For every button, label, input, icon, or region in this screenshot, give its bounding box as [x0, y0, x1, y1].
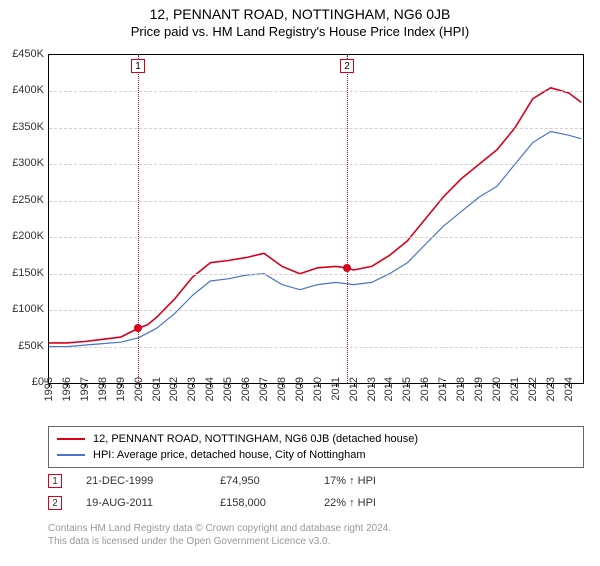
ytick-label: £400K — [0, 84, 44, 96]
ytick-label: £50K — [0, 340, 44, 352]
sale-point-2 — [343, 264, 351, 272]
event-price: £158,000 — [220, 497, 300, 509]
xtick-label: 2020 — [491, 377, 503, 401]
ytick-label: £150K — [0, 267, 44, 279]
xtick-label: 2005 — [222, 377, 234, 401]
ytick-label: £450K — [0, 48, 44, 60]
xtick-label: 2004 — [204, 377, 216, 401]
event-date: 21-DEC-1999 — [86, 475, 196, 487]
xtick-label: 2022 — [527, 377, 539, 401]
gridline — [49, 347, 583, 348]
xtick-label: 1995 — [43, 377, 55, 401]
xtick-label: 2014 — [383, 377, 395, 401]
chart-area: 1995199619971998199920002001200220032004… — [48, 54, 584, 384]
event-line-2 — [347, 55, 348, 383]
chart-subtitle: Price paid vs. HM Land Registry's House … — [0, 24, 600, 39]
footer-line1: Contains HM Land Registry data © Crown c… — [48, 522, 584, 535]
xtick-label: 1999 — [115, 377, 127, 401]
ytick-label: £350K — [0, 121, 44, 133]
xtick-label: 2006 — [240, 377, 252, 401]
footer-attribution: Contains HM Land Registry data © Crown c… — [48, 522, 584, 548]
xtick-label: 2011 — [330, 377, 342, 401]
gridline — [49, 164, 583, 165]
xtick-label: 2002 — [168, 377, 180, 401]
footer-line2: This data is licensed under the Open Gov… — [48, 535, 584, 548]
xtick-label: 2010 — [312, 377, 324, 401]
gridline — [49, 310, 583, 311]
xtick-label: 2009 — [294, 377, 306, 401]
event-row-2: 2 19-AUG-2011 £158,000 22% ↑ HPI — [48, 492, 584, 514]
xtick-label: 1998 — [97, 377, 109, 401]
gridline — [49, 91, 583, 92]
xtick-label: 2003 — [186, 377, 198, 401]
chart-title: 12, PENNANT ROAD, NOTTINGHAM, NG6 0JB — [0, 6, 600, 22]
event-marker-2: 2 — [340, 59, 354, 73]
legend-label: HPI: Average price, detached house, City… — [93, 449, 366, 461]
xtick-label: 2024 — [563, 377, 575, 401]
xtick-label: 2008 — [276, 377, 288, 401]
event-change: 22% ↑ HPI — [324, 497, 414, 509]
event-row-marker: 1 — [48, 474, 62, 488]
event-row-1: 1 21-DEC-1999 £74,950 17% ↑ HPI — [48, 470, 584, 492]
ytick-label: £200K — [0, 230, 44, 242]
legend-swatch — [57, 438, 85, 440]
xtick-label: 1996 — [61, 377, 73, 401]
xtick-label: 2017 — [437, 377, 449, 401]
xtick-label: 2001 — [151, 377, 163, 401]
gridline — [49, 237, 583, 238]
xtick-label: 2016 — [419, 377, 431, 401]
xtick-label: 2018 — [455, 377, 467, 401]
sale-point-1 — [134, 324, 142, 332]
ytick-label: £100K — [0, 303, 44, 315]
legend-box: 12, PENNANT ROAD, NOTTINGHAM, NG6 0JB (d… — [48, 426, 584, 468]
legend-row-1: HPI: Average price, detached house, City… — [57, 447, 575, 463]
legend-swatch — [57, 454, 85, 456]
event-marker-1: 1 — [131, 59, 145, 73]
xtick-label: 1997 — [79, 377, 91, 401]
gridline — [49, 274, 583, 275]
gridline — [49, 201, 583, 202]
legend-row-0: 12, PENNANT ROAD, NOTTINGHAM, NG6 0JB (d… — [57, 431, 575, 447]
ytick-label: £250K — [0, 194, 44, 206]
xtick-label: 2021 — [509, 377, 521, 401]
plot-svg — [49, 55, 583, 383]
xtick-label: 2012 — [348, 377, 360, 401]
xtick-label: 2007 — [258, 377, 270, 401]
xtick-label: 2023 — [545, 377, 557, 401]
event-row-marker: 2 — [48, 496, 62, 510]
ytick-label: £300K — [0, 157, 44, 169]
event-change: 17% ↑ HPI — [324, 475, 414, 487]
legend-label: 12, PENNANT ROAD, NOTTINGHAM, NG6 0JB (d… — [93, 433, 418, 445]
series-line-0 — [49, 88, 581, 343]
event-date: 19-AUG-2011 — [86, 497, 196, 509]
xtick-label: 2015 — [401, 377, 413, 401]
ytick-label: £0 — [0, 376, 44, 388]
xtick-label: 2019 — [473, 377, 485, 401]
gridline — [49, 128, 583, 129]
event-price: £74,950 — [220, 475, 300, 487]
events-table: 1 21-DEC-1999 £74,950 17% ↑ HPI 2 19-AUG-2011… — [48, 470, 584, 514]
xtick-label: 2013 — [366, 377, 378, 401]
event-line-1 — [138, 55, 139, 383]
